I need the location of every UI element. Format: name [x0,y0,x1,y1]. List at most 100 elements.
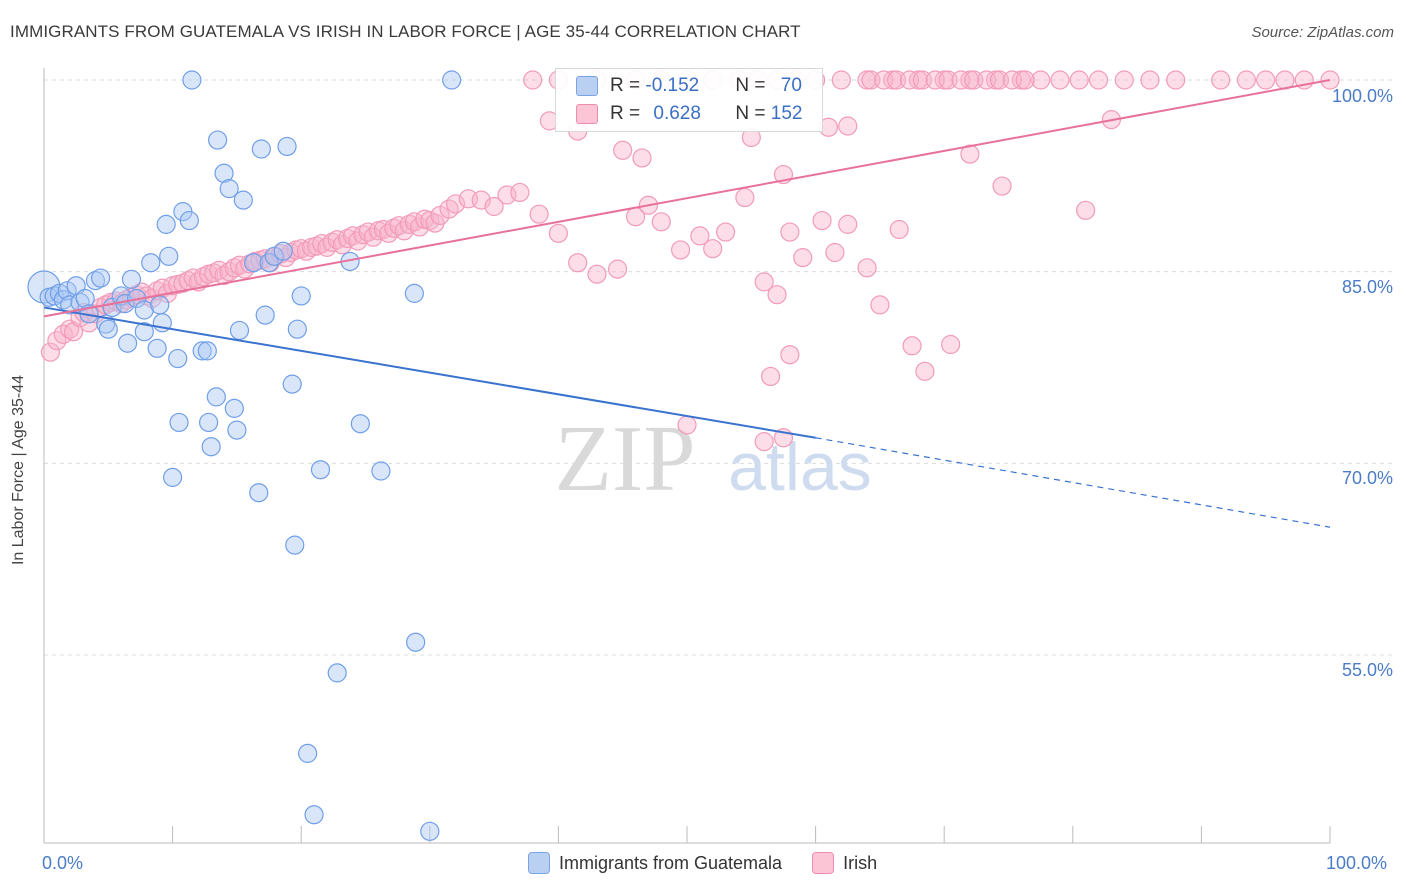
guatemala-point [350,414,370,434]
irish-point [857,258,877,278]
guatemala-point [277,136,297,157]
irish-point [889,219,909,240]
y-axis-label: In Labor Force | Age 35-44 [10,374,27,566]
irish-point [754,432,774,452]
guatemala-point [219,179,239,199]
irish-point [1050,70,1070,90]
irish-point [1166,70,1186,90]
guatemala-point [285,535,305,555]
irish-point [327,230,347,250]
irish-point [439,199,459,219]
irish-point [420,210,440,231]
legend-r-value: 0.628 [653,103,701,124]
legend-r-value: -0.152 [645,75,700,96]
irish-point [183,268,203,288]
series-guatemala-points [27,70,462,841]
guatemala-point [57,281,77,301]
irish-point [677,415,697,435]
guatemala-point [244,253,264,273]
irish-point [510,182,530,203]
legend-n-label: N = [735,75,771,96]
watermark-atlas: atlas [728,429,872,505]
irish-point [651,212,671,232]
guatemala-point [264,246,284,266]
chart-title: IMMIGRANTS FROM GUATEMALA VS IRISH IN LA… [10,22,801,41]
source-label: Source: ZipAtlas.com [1251,24,1394,41]
guatemala-point [159,246,179,266]
irish-point [760,366,781,387]
guatemala-point [310,460,331,480]
guatemala-point [163,467,183,487]
legend-item-guatemala: Immigrants from Guatemala [528,852,782,874]
legend-label-guatemala: Immigrants from Guatemala [559,852,783,873]
irish-point [445,194,466,214]
irish-point [960,144,980,164]
guatemala-point [298,743,318,763]
irish-point [1076,200,1096,220]
irish-point [1211,70,1231,90]
irish-point [219,262,239,282]
guatemala-point [134,300,154,320]
guatemala-point [141,253,161,273]
guatemala-point [98,319,118,339]
irish-point [632,148,652,168]
irish-point [780,345,800,365]
correlation-legend: R = -0.152 N = 70 R = 0.628 N = 152 [555,68,823,132]
legend-swatch-pink [576,104,598,124]
guatemala-point [229,320,250,341]
irish-point [613,140,633,160]
guatemala-point [168,348,188,369]
guatemala-point [227,420,247,440]
guatemala-point [420,821,440,841]
guatemala-point [214,163,234,183]
irish-point [831,70,851,90]
legend-label-irish: Irish [843,852,878,873]
legend-swatch-pink [812,852,835,874]
irish-point [793,248,813,268]
guatemala-point [90,268,111,288]
trend-line-guatemala [43,306,816,439]
irish-point [670,240,691,260]
guatemala-point [150,295,170,315]
guatemala-point [197,341,217,361]
guatemala-point [233,190,253,210]
irish-point [703,239,723,259]
guatemala-point [201,437,221,457]
y-tick-label: 100.0% [1331,86,1393,106]
irish-point [915,361,935,381]
irish-point [312,233,332,254]
guatemala-point [224,398,244,418]
guatemala-point [282,374,302,394]
guatemala-point [147,338,167,358]
irish-point [40,342,61,362]
irish-point [838,116,858,136]
legend-n-value: 70 [780,75,802,96]
irish-point [1114,70,1134,90]
irish-point [317,237,337,257]
irish-point [992,176,1012,196]
guatemala-point [85,271,106,291]
irish-point [214,265,234,286]
guatemala-point [179,210,199,231]
irish-point [1236,70,1257,90]
legend-row-irish: R = 0.628 N = 152 [576,101,802,127]
irish-point [548,223,569,243]
irish-point [343,226,363,246]
bottom-legend: Immigrants from Guatemala Irish [528,852,907,874]
guatemala-point [117,333,138,353]
irish-point [373,219,394,240]
irish-point [209,260,229,280]
y-tick-label: 55.0% [1341,660,1393,680]
irish-point [767,285,787,305]
irish-point [1256,70,1276,90]
legend-swatch-blue [528,852,550,874]
irish-point [825,242,845,263]
irish-point [838,214,858,234]
guatemala-point [121,269,142,289]
guatemala-point [442,70,462,90]
irish-point [690,226,710,246]
axes [43,68,1331,844]
guatemala-point [291,286,311,306]
irish-point [1031,70,1051,90]
y-tick-label: 70.0% [1341,468,1393,488]
